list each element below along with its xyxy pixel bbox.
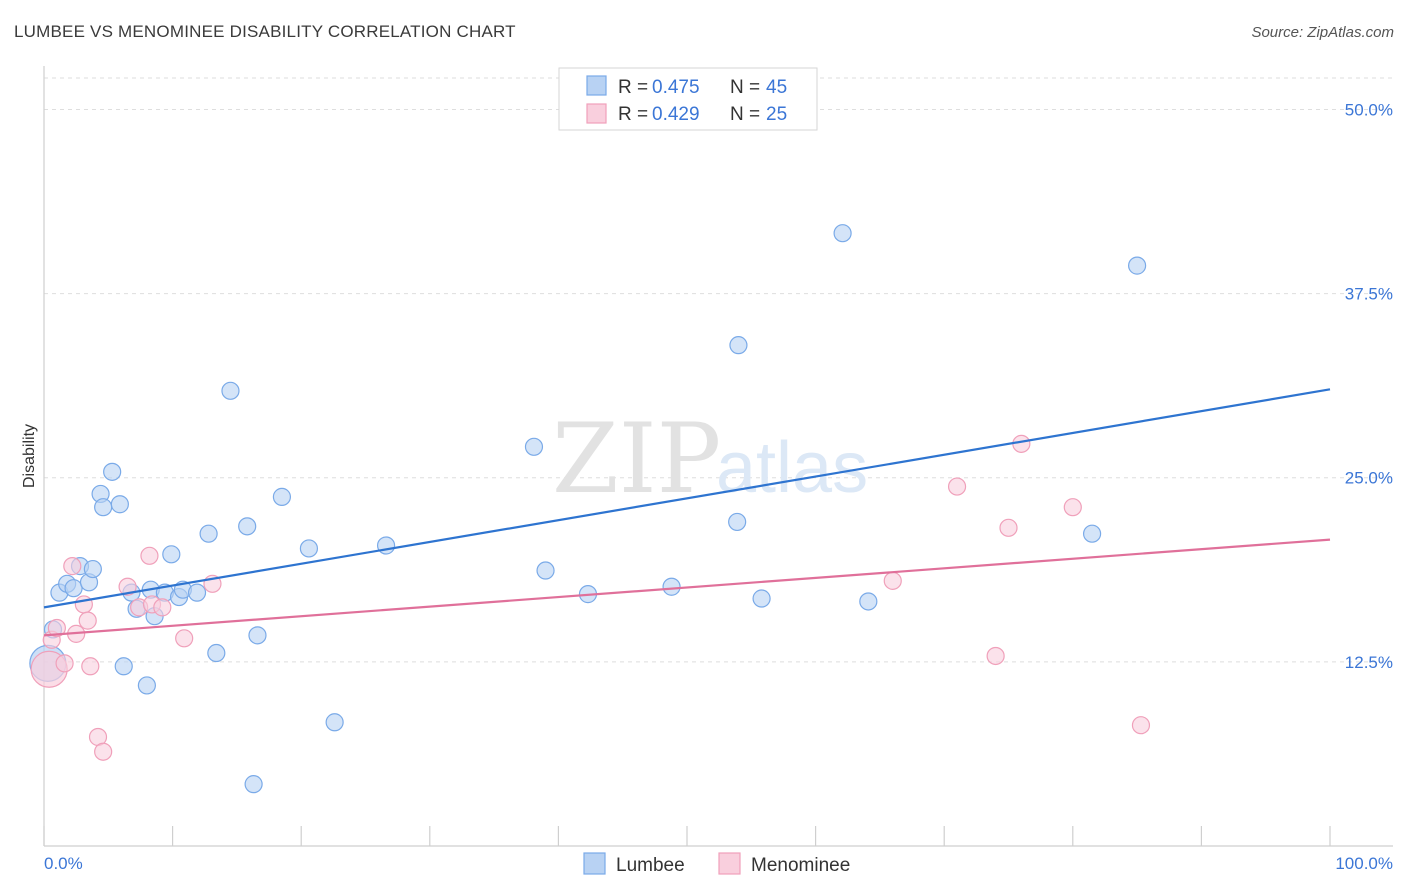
watermark-atlas: atlas <box>716 428 868 508</box>
menominee-point <box>74 595 93 614</box>
lumbee-point <box>137 676 156 695</box>
legend-lumbee-label: Lumbee <box>616 855 685 876</box>
chart-source: Source: ZipAtlas.com <box>1251 24 1394 41</box>
menominee-point <box>47 618 66 638</box>
lumbee-point <box>221 381 240 400</box>
menominee-point <box>63 557 82 576</box>
grid-lines <box>44 77 1393 663</box>
lumbee-n-value: 45 <box>766 77 787 98</box>
menominee-point <box>94 742 113 761</box>
lumbee-point <box>244 775 263 794</box>
lumbee-point <box>207 643 226 663</box>
x-tick-label-max: 100.0% <box>1335 854 1393 873</box>
lumbee-point <box>199 524 218 543</box>
data-points <box>29 224 1151 794</box>
y-tick-label: 37.5% <box>1345 285 1393 304</box>
menominee-n-value: 25 <box>766 104 787 125</box>
legend-lumbee-swatch <box>583 852 606 875</box>
series-legend: Lumbee Menominee <box>583 852 850 876</box>
stats-legend: R = 0.475 N = 45 R = 0.429 N = 25 <box>558 67 818 131</box>
menominee-point <box>153 598 172 617</box>
lumbee-point <box>94 498 113 517</box>
lumbee-point <box>325 713 344 732</box>
menominee-point <box>81 657 100 676</box>
lumbee-legend-swatch <box>586 75 607 96</box>
menominee-point <box>883 571 902 590</box>
lumbee-trend-line <box>43 388 1331 609</box>
menominee-point <box>118 577 137 596</box>
lumbee-point <box>1127 256 1147 275</box>
menominee-point <box>986 646 1005 666</box>
menominee-point <box>140 546 159 565</box>
x-tick-marks <box>43 826 1331 846</box>
lumbee-point <box>662 577 681 596</box>
trend-lines <box>43 388 1331 637</box>
lumbee-point <box>728 512 747 532</box>
lumbee-point <box>752 589 771 608</box>
lumbee-n-label: N = <box>730 77 760 98</box>
menominee-point <box>1131 716 1151 735</box>
chart-title: LUMBEE VS MENOMINEE DISABILITY CORRELATI… <box>14 22 516 41</box>
y-tick-label: 12.5% <box>1345 653 1393 672</box>
menominee-r-value: 0.429 <box>652 104 700 125</box>
watermark-zip: ZIP <box>552 403 721 515</box>
lumbee-point <box>833 224 852 243</box>
lumbee-point <box>64 579 83 598</box>
lumbee-point <box>83 559 102 579</box>
y-tick-label: 25.0% <box>1345 469 1393 488</box>
axes <box>43 66 1393 847</box>
lumbee-point <box>248 626 267 645</box>
lumbee-point <box>187 583 207 602</box>
menominee-legend-swatch <box>586 103 607 124</box>
x-tick-label-min: 0.0% <box>44 854 83 873</box>
menominee-point <box>1063 498 1082 517</box>
menominee-point <box>78 611 97 630</box>
menominee-trend-line <box>43 538 1331 637</box>
legend-menominee-label: Menominee <box>751 855 850 876</box>
menominee-r-label: R = <box>618 104 648 125</box>
y-axis-label: Disability <box>21 424 38 488</box>
lumbee-point <box>162 545 181 564</box>
menominee-point <box>947 477 967 496</box>
menominee-point <box>999 518 1018 537</box>
lumbee-point <box>103 462 122 481</box>
lumbee-point <box>536 561 555 580</box>
lumbee-r-label: R = <box>618 77 648 98</box>
menominee-point <box>1012 434 1031 453</box>
menominee-point <box>175 629 194 648</box>
lumbee-point <box>729 336 748 355</box>
lumbee-point <box>272 487 292 506</box>
legend-menominee-swatch <box>718 852 741 875</box>
lumbee-point <box>524 437 544 456</box>
lumbee-point <box>238 517 257 536</box>
y-tick-labels: 12.5% 25.0% 37.5% 50.0% <box>1345 100 1393 671</box>
menominee-n-label: N = <box>730 104 760 125</box>
lumbee-point <box>110 495 129 514</box>
lumbee-point <box>859 592 878 611</box>
y-tick-label: 50.0% <box>1345 100 1393 119</box>
lumbee-point <box>114 657 133 676</box>
lumbee-point <box>299 539 319 558</box>
menominee-point <box>55 654 74 673</box>
lumbee-point <box>1082 524 1102 543</box>
lumbee-r-value: 0.475 <box>652 77 700 98</box>
